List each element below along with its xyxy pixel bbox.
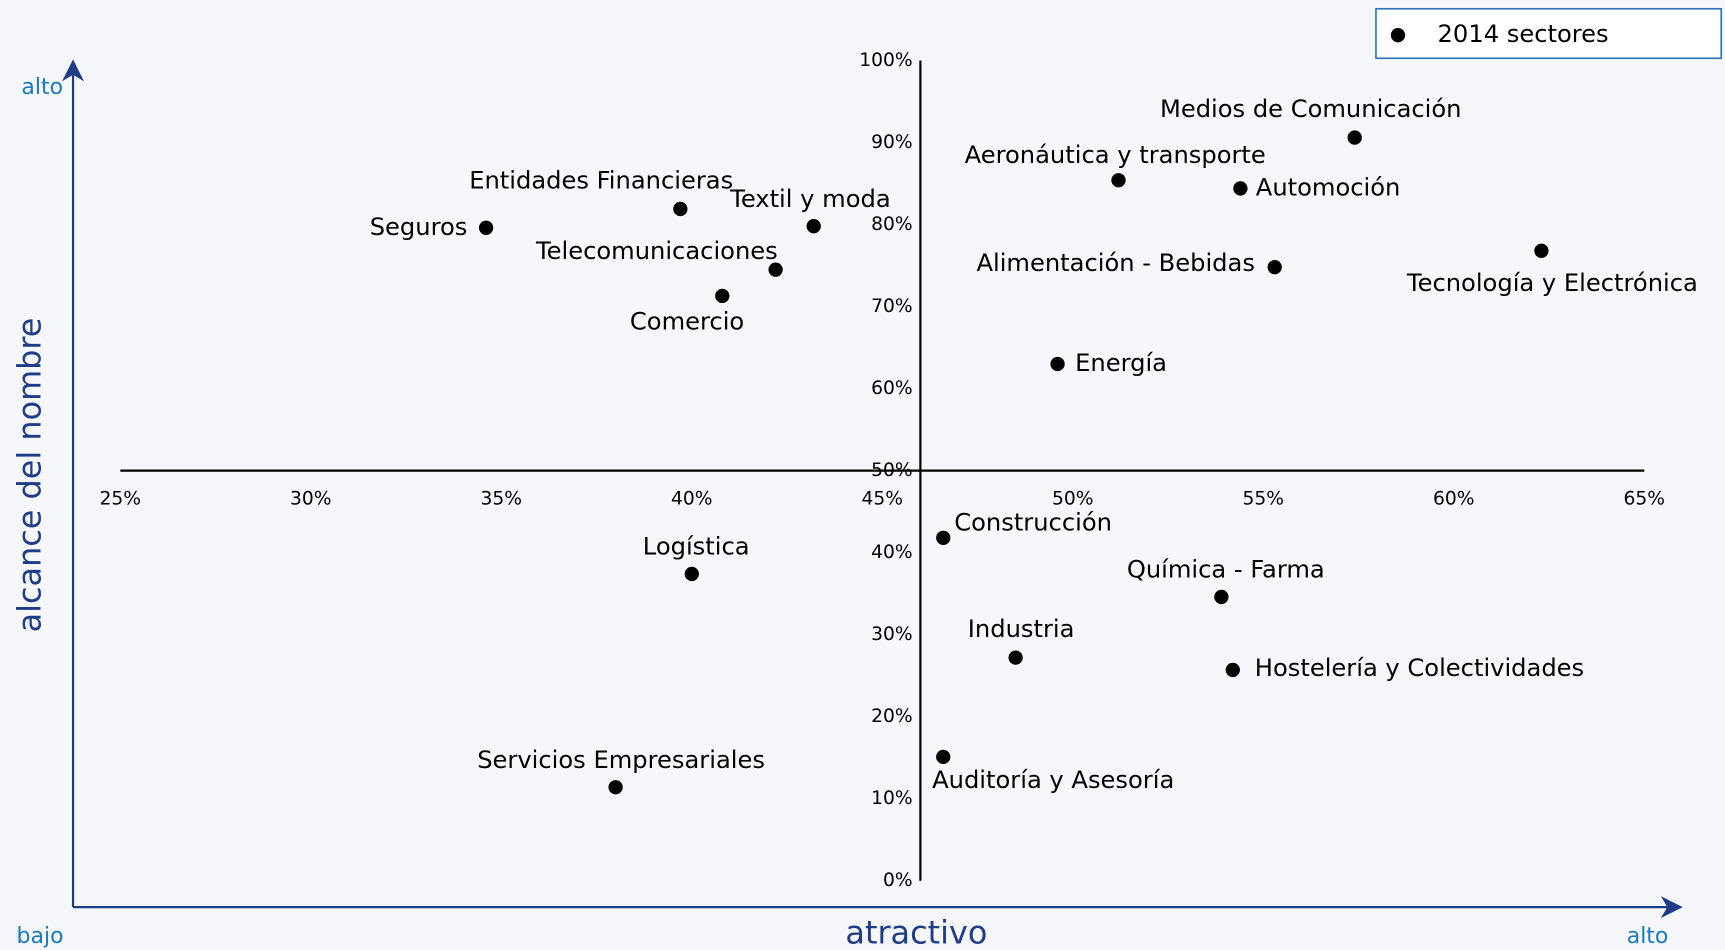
x-axis-title: atractivo — [845, 914, 987, 950]
point-label: Aeronáutica y transporte — [965, 141, 1266, 169]
y-tick-label: 40% — [871, 542, 913, 563]
y-axis-title: alcance del nombre — [10, 318, 48, 633]
point-label: Alimentación - Bebidas — [976, 249, 1254, 277]
y-tick-label: 0% — [883, 870, 913, 891]
y-tick-label: 80% — [871, 214, 913, 235]
point-label: Hostelería y Colectividades — [1255, 654, 1584, 682]
point — [936, 530, 951, 546]
point — [1233, 181, 1248, 196]
x-tick-label: 50% — [1052, 489, 1094, 510]
point — [768, 262, 783, 277]
point-label: Logística — [643, 533, 750, 561]
x-tick-label: 45% — [862, 489, 904, 510]
corner-label: alto — [21, 75, 63, 100]
point-label: Construcción — [954, 509, 1112, 537]
point — [1267, 260, 1282, 275]
point — [684, 566, 699, 582]
corner-label: bajo — [17, 924, 64, 949]
x-tick-label: 30% — [290, 489, 332, 510]
point-label: Auditoría y Asesoría — [932, 766, 1174, 794]
point-label: Servicios Empresariales — [477, 746, 765, 774]
y-tick-label: 50% — [871, 460, 913, 481]
point-label: Medios de Comunicación — [1160, 95, 1462, 123]
y-tick-label: 70% — [871, 296, 913, 317]
y-tick-label: 100% — [859, 50, 912, 71]
point-label: Automoción — [1256, 173, 1401, 201]
point-label: Comercio — [630, 307, 744, 335]
point — [936, 749, 951, 765]
y-tick-label: 90% — [871, 132, 913, 153]
point-label: Energía — [1075, 349, 1167, 377]
point — [1111, 173, 1126, 188]
y-tick-label: 60% — [871, 378, 913, 399]
point-label: Telecomunicaciones — [535, 237, 778, 265]
x-tick-label: 65% — [1623, 489, 1665, 510]
point — [673, 201, 688, 217]
point — [478, 220, 494, 235]
point-label: Química - Farma — [1127, 556, 1325, 584]
point — [1050, 356, 1065, 372]
point — [608, 780, 623, 795]
point — [1214, 589, 1229, 605]
legend-marker — [1390, 28, 1406, 43]
point-label: Entidades Financieras — [469, 166, 733, 194]
point — [1225, 662, 1240, 678]
point-label: Seguros — [370, 213, 468, 241]
point — [1534, 243, 1549, 258]
x-tick-label: 60% — [1433, 489, 1475, 510]
point — [806, 219, 821, 234]
point-label: Tecnología y Electrónica — [1406, 269, 1698, 297]
point — [715, 288, 730, 304]
x-tick-label: 55% — [1243, 489, 1285, 510]
y-tick-label: 30% — [871, 624, 913, 645]
point-label: Textil y moda — [729, 185, 890, 213]
x-tick-label: 25% — [100, 489, 142, 510]
legend-label: 2014 sectores — [1438, 20, 1609, 48]
legend-box — [1375, 7, 1723, 60]
x-tick-label: 35% — [481, 489, 523, 510]
y-tick-label: 20% — [871, 706, 913, 727]
x-tick-label: 40% — [671, 489, 713, 510]
point — [1347, 130, 1362, 145]
y-tick-label: 10% — [871, 788, 913, 809]
point — [1008, 650, 1023, 665]
corner-label: alto — [1627, 924, 1669, 949]
point-label: Industria — [968, 615, 1075, 643]
